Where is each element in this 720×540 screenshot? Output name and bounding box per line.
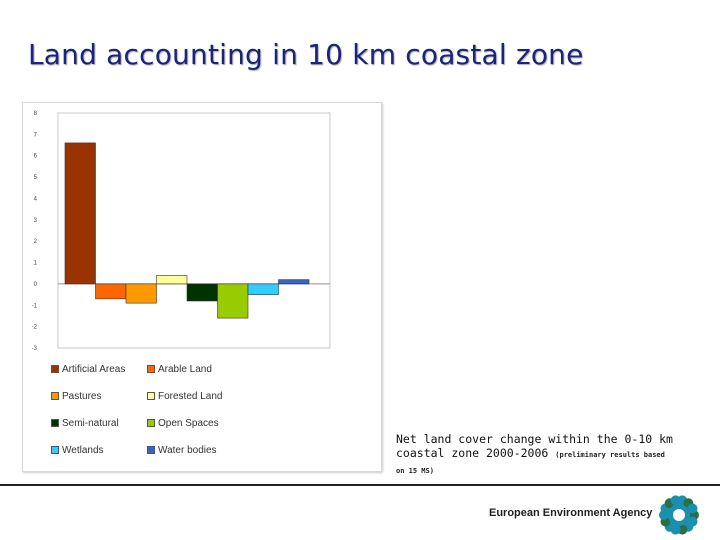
legend-label: Semi-natural	[62, 417, 119, 429]
legend-swatch	[147, 419, 155, 427]
bar-water-bodies	[278, 279, 310, 285]
legend-swatch	[147, 392, 155, 400]
y-tick-label: 8	[34, 111, 38, 117]
bar-arable-land	[95, 283, 127, 300]
y-tick-label: -1	[32, 303, 38, 309]
caption-note: (preliminary results based	[555, 451, 665, 459]
bar-pastures	[125, 283, 157, 304]
y-tick-label: 1	[34, 261, 38, 267]
legend-label: Pastures	[62, 390, 102, 402]
legend-swatch	[51, 392, 59, 400]
y-tick-label: 0	[34, 282, 38, 288]
bar-wetlands	[247, 283, 279, 295]
legend-swatch	[51, 419, 59, 427]
slide-title: Land accounting in 10 km coastal zone	[28, 38, 584, 71]
y-tick-label: 7	[34, 132, 38, 138]
y-tick-labels: 8 7 6 5 4 3 2 1 0 -1 -2 -3	[32, 111, 38, 352]
legend-label: Forested Land	[158, 390, 223, 402]
footer-divider	[0, 484, 720, 486]
legend-swatch	[147, 446, 155, 454]
y-tick-label: 4	[34, 196, 38, 202]
legend-item: Water bodies	[147, 444, 257, 456]
legend-item: Semi-natural	[51, 417, 147, 429]
chart-legend: Artificial Areas Arable Land Pastures Fores…	[51, 363, 351, 456]
bar-chart: 8 7 6 5 4 3 2 1 0 -1 -2 -3	[32, 111, 331, 352]
plot-area	[57, 112, 331, 349]
y-tick-label: 6	[34, 154, 38, 160]
legend-swatch	[51, 365, 59, 373]
bar-forested-land	[156, 275, 188, 285]
legend-label: Wetlands	[62, 444, 104, 456]
bar-artificial-areas	[64, 142, 96, 285]
bar-open-spaces	[217, 283, 249, 319]
legend-item: Forested Land	[147, 390, 257, 402]
legend-item: Artificial Areas	[51, 363, 147, 375]
bars	[64, 142, 310, 319]
chart-frame: 8 7 6 5 4 3 2 1 0 -1 -2 -3 Artificial Areas Arable L…	[22, 102, 382, 472]
legend-swatch	[147, 365, 155, 373]
agency-name: European Environment Agency	[489, 507, 653, 519]
chart-caption: Net land cover change within the 0-10 km…	[396, 432, 696, 478]
legend-item: Arable Land	[147, 363, 257, 375]
caption-note-tail: on 15 MS)	[396, 467, 434, 475]
legend-label: Artificial Areas	[62, 363, 126, 375]
legend-label: Arable Land	[158, 363, 212, 375]
y-tick-label: 3	[34, 218, 38, 224]
y-tick-label: 5	[34, 175, 38, 181]
legend-item: Pastures	[51, 390, 147, 402]
y-tick-label: -3	[32, 346, 38, 352]
legend-item: Wetlands	[51, 444, 147, 456]
legend-label: Open Spaces	[158, 417, 219, 429]
eea-logo-icon	[659, 495, 699, 535]
legend-item: Open Spaces	[147, 417, 257, 429]
y-tick-label: -2	[32, 325, 38, 331]
bar-semi-natural	[186, 283, 218, 302]
caption-main: Net land cover change within the 0-10 km…	[396, 432, 673, 460]
legend-swatch	[51, 446, 59, 454]
legend-label: Water bodies	[158, 444, 217, 456]
y-tick-label: 2	[34, 239, 38, 245]
